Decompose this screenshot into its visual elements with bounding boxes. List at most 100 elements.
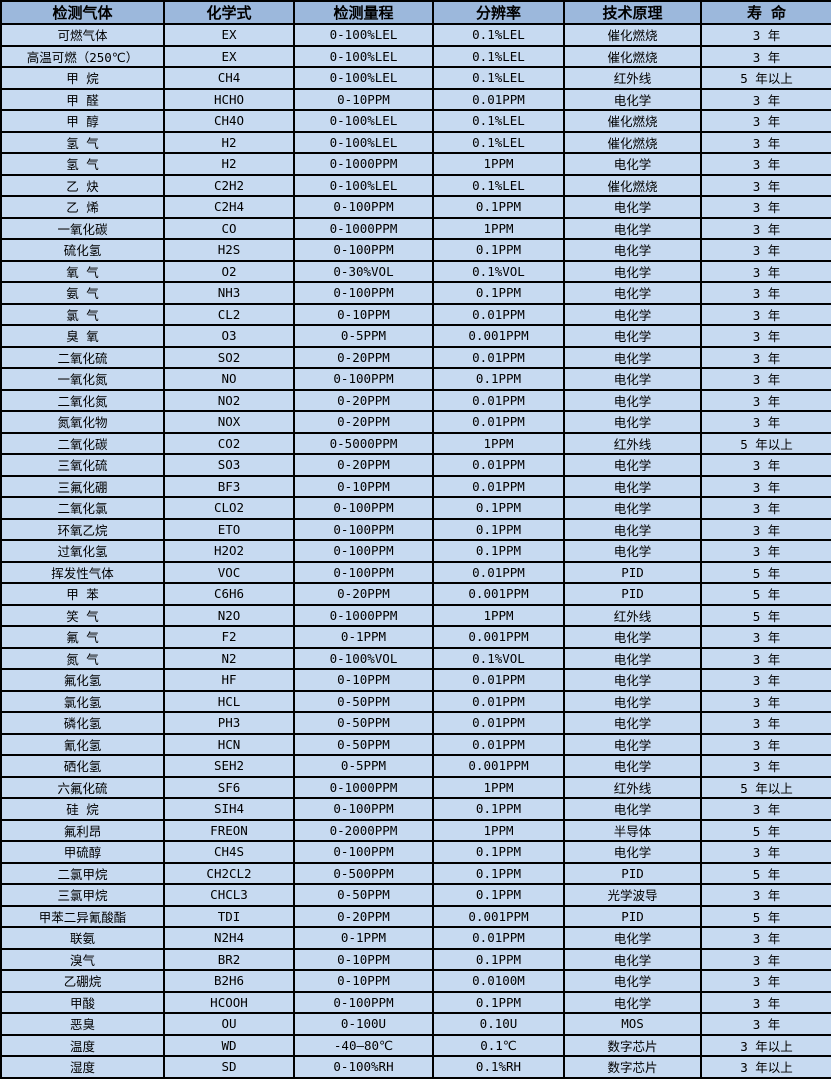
chemical-formula-cell: B2H6	[163, 969, 295, 993]
resolution-cell: 0.1PPM	[432, 840, 565, 864]
lifespan-cell: 3 年	[700, 44, 831, 68]
lifespan-cell: 3 年	[700, 883, 831, 907]
detection-range-cell: 0-100PPM	[293, 517, 434, 541]
detection-range-cell: 0-100%LEL	[293, 173, 434, 197]
resolution-cell: 0.1PPM	[432, 238, 565, 262]
gas-name-cell: 三氧化硫	[0, 453, 165, 477]
detection-range-cell: 0-1000PPM	[293, 216, 434, 240]
detection-range-cell: 0-10PPM	[293, 668, 434, 692]
lifespan-cell: 3 年	[700, 947, 831, 971]
technology-principle-cell: 电化学	[563, 195, 702, 219]
detection-range-cell: 0-100PPM	[293, 797, 434, 821]
column-header-resolution: 分辨率	[432, 0, 565, 25]
lifespan-cell: 3 年	[700, 453, 831, 477]
gas-name-cell: 氮氧化物	[0, 410, 165, 434]
gas-name-cell: 联氨	[0, 926, 165, 950]
technology-principle-cell: 电化学	[563, 625, 702, 649]
technology-principle-cell: 电化学	[563, 87, 702, 111]
technology-principle-cell: PID	[563, 904, 702, 928]
table-row: 甲 苯 C6H6 0-20PPM 0.001PPM PID 5 年	[0, 582, 831, 606]
chemical-formula-cell: H2	[163, 152, 295, 176]
detection-range-cell: 0-1PPM	[293, 926, 434, 950]
chemical-formula-cell: CH2CL2	[163, 861, 295, 885]
resolution-cell: 0.1%LEL	[432, 173, 565, 197]
detection-range-cell: 0-1000PPM	[293, 152, 434, 176]
chemical-formula-cell: HCHO	[163, 87, 295, 111]
gas-name-cell: 甲 苯	[0, 582, 165, 606]
detection-range-cell: 0-20PPM	[293, 582, 434, 606]
resolution-cell: 0.01PPM	[432, 711, 565, 735]
table-row: 甲苯二异氰酸酯 TDI 0-20PPM 0.001PPM PID 5 年	[0, 904, 831, 928]
detection-range-cell: 0-100PPM	[293, 990, 434, 1014]
lifespan-cell: 3 年	[700, 87, 831, 111]
resolution-cell: 0.1PPM	[432, 883, 565, 907]
table-row: 三氧化硫 SO3 0-20PPM 0.01PPM 电化学 3 年	[0, 453, 831, 477]
chemical-formula-cell: EX	[163, 23, 295, 47]
gas-name-cell: 六氟化硫	[0, 775, 165, 799]
table-row: 氧 气 O2 0-30%VOL 0.1%VOL 电化学 3 年	[0, 259, 831, 283]
resolution-cell: 0.1PPM	[432, 367, 565, 391]
lifespan-cell: 3 年以上	[700, 1033, 831, 1057]
technology-principle-cell: 电化学	[563, 281, 702, 305]
table-row: 甲酸 HCOOH 0-100PPM 0.1PPM 电化学 3 年	[0, 990, 831, 1014]
detection-range-cell: 0-100PPM	[293, 281, 434, 305]
detection-range-cell: 0-100%LEL	[293, 109, 434, 133]
detection-range-cell: 0-100PPM	[293, 195, 434, 219]
chemical-formula-cell: C2H4	[163, 195, 295, 219]
table-row: 三氟化硼 BF3 0-10PPM 0.01PPM 电化学 3 年	[0, 474, 831, 498]
resolution-cell: 0.1PPM	[432, 195, 565, 219]
table-row: 二氯甲烷 CH2CL2 0-500PPM 0.1PPM PID 5 年	[0, 861, 831, 885]
detection-range-cell: 0-2000PPM	[293, 818, 434, 842]
table-row: 硅 烷 SIH4 0-100PPM 0.1PPM 电化学 3 年	[0, 797, 831, 821]
resolution-cell: 0.1%VOL	[432, 259, 565, 283]
lifespan-cell: 3 年	[700, 840, 831, 864]
table-row: 温度 WD -40—80℃ 0.1℃ 数字芯片 3 年以上	[0, 1033, 831, 1057]
gas-name-cell: 甲 醇	[0, 109, 165, 133]
chemical-formula-cell: BF3	[163, 474, 295, 498]
chemical-formula-cell: F2	[163, 625, 295, 649]
column-header-chemical-formula: 化学式	[163, 0, 295, 25]
lifespan-cell: 3 年	[700, 23, 831, 47]
resolution-cell: 1PPM	[432, 603, 565, 627]
chemical-formula-cell: BR2	[163, 947, 295, 971]
technology-principle-cell: 电化学	[563, 152, 702, 176]
table-row: 二氧化氮 NO2 0-20PPM 0.01PPM 电化学 3 年	[0, 388, 831, 412]
chemical-formula-cell: C6H6	[163, 582, 295, 606]
lifespan-cell: 3 年	[700, 302, 831, 326]
technology-principle-cell: 电化学	[563, 969, 702, 993]
technology-principle-cell: 电化学	[563, 926, 702, 950]
detection-range-cell: 0-100PPM	[293, 238, 434, 262]
detection-range-cell: 0-20PPM	[293, 345, 434, 369]
chemical-formula-cell: NH3	[163, 281, 295, 305]
gas-name-cell: 过氧化氢	[0, 539, 165, 563]
resolution-cell: 0.1%LEL	[432, 130, 565, 154]
chemical-formula-cell: CO2	[163, 431, 295, 455]
resolution-cell: 1PPM	[432, 818, 565, 842]
gas-name-cell: 甲苯二异氰酸酯	[0, 904, 165, 928]
technology-principle-cell: 电化学	[563, 711, 702, 735]
detection-range-cell: 0-100%LEL	[293, 23, 434, 47]
chemical-formula-cell: H2O2	[163, 539, 295, 563]
table-row: 氟化氢 HF 0-10PPM 0.01PPM 电化学 3 年	[0, 668, 831, 692]
detection-range-cell: 0-20PPM	[293, 388, 434, 412]
lifespan-cell: 3 年	[700, 711, 831, 735]
detection-range-cell: 0-100%VOL	[293, 646, 434, 670]
resolution-cell: 0.1%LEL	[432, 109, 565, 133]
technology-principle-cell: 红外线	[563, 66, 702, 90]
table-row: 环氧乙烷 ETO 0-100PPM 0.1PPM 电化学 3 年	[0, 517, 831, 541]
gas-name-cell: 挥发性气体	[0, 560, 165, 584]
detection-range-cell: 0-1PPM	[293, 625, 434, 649]
chemical-formula-cell: OU	[163, 1012, 295, 1036]
lifespan-cell: 5 年	[700, 603, 831, 627]
technology-principle-cell: 电化学	[563, 947, 702, 971]
technology-principle-cell: 电化学	[563, 539, 702, 563]
technology-principle-cell: 催化燃烧	[563, 109, 702, 133]
gas-name-cell: 乙 炔	[0, 173, 165, 197]
resolution-cell: 0.1PPM	[432, 861, 565, 885]
table-row: 氮氧化物 NOX 0-20PPM 0.01PPM 电化学 3 年	[0, 410, 831, 434]
technology-principle-cell: 电化学	[563, 324, 702, 348]
table-row: 溴气 BR2 0-10PPM 0.1PPM 电化学 3 年	[0, 947, 831, 971]
resolution-cell: 0.1PPM	[432, 990, 565, 1014]
resolution-cell: 0.1%RH	[432, 1055, 565, 1079]
resolution-cell: 0.1PPM	[432, 281, 565, 305]
